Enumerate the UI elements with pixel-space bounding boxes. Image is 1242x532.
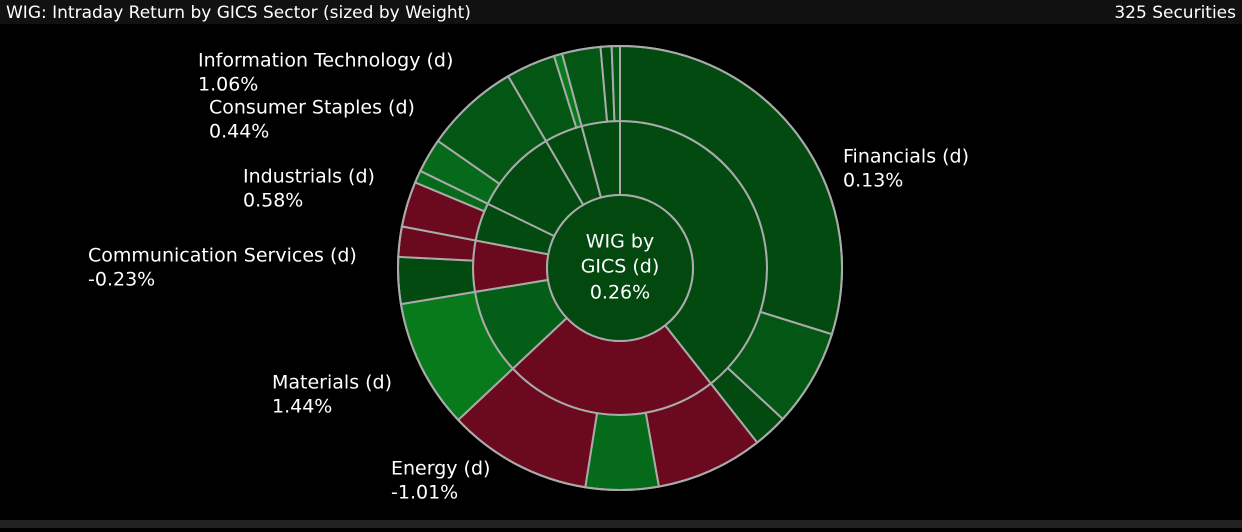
industry-arc: [584, 411, 661, 491]
sector-return: 0.44%: [209, 121, 269, 143]
sector-return: 1.06%: [198, 74, 258, 96]
sector-label: Materials (d): [272, 372, 392, 394]
sector-return: 0.13%: [843, 170, 903, 192]
sector-label: Energy (d): [391, 458, 490, 480]
sector-label: Financials (d): [843, 146, 969, 168]
sector-label: Information Technology (d): [198, 50, 453, 72]
header-bar: [0, 0, 1242, 24]
center-label-1: WIG by: [586, 231, 654, 253]
security-count: 325 Securities: [1114, 3, 1236, 23]
sector-label: Industrials (d): [243, 166, 375, 188]
sector-return: -0.23%: [88, 269, 155, 291]
sector-label: Communication Services (d): [88, 245, 357, 267]
outer-border: [397, 45, 843, 491]
sector-return: -1.01%: [391, 482, 458, 504]
sector-return: 0.58%: [243, 190, 303, 212]
center-circle: [546, 194, 694, 342]
footer-bar: [0, 520, 1242, 528]
sector-return: 1.44%: [272, 396, 332, 418]
center-label-2: GICS (d): [581, 256, 660, 278]
rings: [397, 44, 843, 491]
sector-label: Consumer Staples (d): [209, 97, 415, 119]
header-title: WIG: Intraday Return by GICS Sector (siz…: [6, 3, 471, 23]
center-value: 0.26%: [590, 282, 650, 304]
